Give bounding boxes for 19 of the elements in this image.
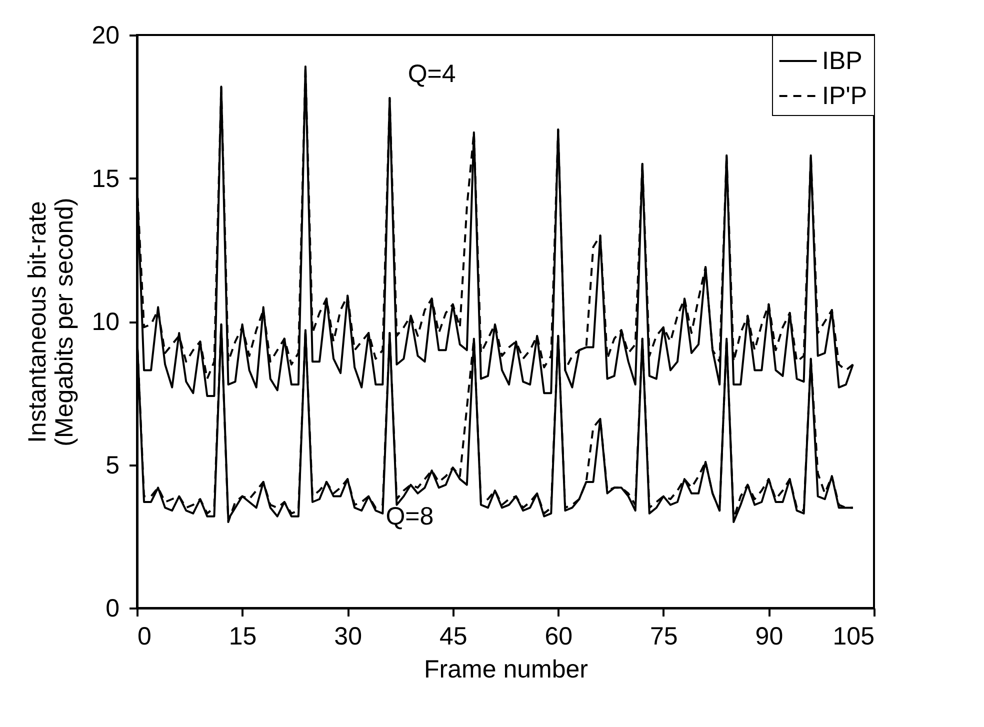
x-tick-label: 30 [334, 622, 362, 650]
annotation: Q=4 [408, 60, 456, 88]
y-tick-label: 0 [106, 594, 120, 622]
x-tick-label: 45 [439, 622, 468, 650]
x-tick-label: 60 [544, 622, 573, 650]
y-tick-label: 15 [92, 164, 120, 193]
y-tick-label: 10 [92, 308, 120, 336]
legend-label: IP'P [822, 82, 868, 110]
legend-label: IBP [822, 47, 862, 75]
x-tick-label: 105 [832, 622, 874, 650]
x-tick-label: 15 [228, 622, 257, 650]
x-tick-label: 75 [650, 622, 678, 650]
y-tick-label: 20 [92, 22, 120, 50]
y-tick-label: 5 [106, 451, 120, 480]
y-axis-title: Instantaneous bit-rate (Megabits per second) [24, 198, 79, 446]
x-tick-label: 90 [755, 622, 784, 650]
x-axis-title: Frame number [424, 656, 588, 684]
x-tick-label: 0 [138, 622, 152, 650]
annotation: Q=8 [386, 502, 434, 530]
